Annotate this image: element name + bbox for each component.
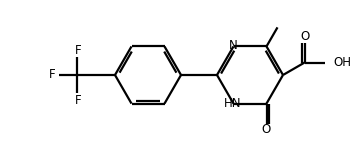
Text: F: F [75, 93, 81, 106]
Text: OH: OH [334, 56, 352, 69]
Text: N: N [229, 39, 238, 52]
Text: F: F [75, 44, 81, 57]
Text: F: F [49, 69, 55, 81]
Text: HN: HN [224, 97, 241, 110]
Text: O: O [300, 30, 309, 43]
Text: O: O [262, 123, 271, 136]
